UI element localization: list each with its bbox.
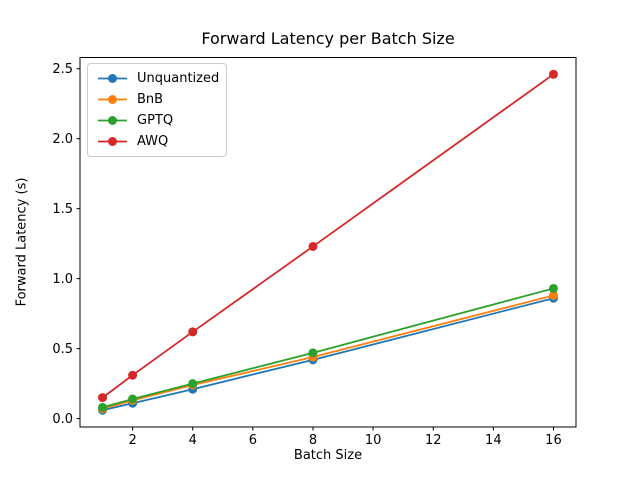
x-tick-label: 2 xyxy=(128,433,136,448)
x-tick-label: 16 xyxy=(545,433,562,448)
series-line-bnb xyxy=(101,294,555,410)
legend-line-marker-icon xyxy=(98,116,127,125)
series-line-unquantized xyxy=(101,297,555,412)
legend: Unquantized BnB GPTQ AWQ xyxy=(87,63,227,157)
legend-item-awq: AWQ xyxy=(97,131,220,152)
data-point-awq xyxy=(308,241,318,251)
legend-line-marker-icon xyxy=(98,74,127,83)
legend-line-marker-icon xyxy=(98,137,127,146)
data-point-gptq xyxy=(188,379,198,389)
y-tick-label: 0.0 xyxy=(52,412,73,427)
data-point-awq xyxy=(98,393,108,403)
data-point-gptq xyxy=(308,348,318,358)
data-point-gptq xyxy=(128,394,138,404)
y-tick-label: 1.0 xyxy=(52,272,73,287)
x-tick-label: 6 xyxy=(249,433,257,448)
x-tick-label: 14 xyxy=(485,433,502,448)
data-point-awq xyxy=(188,327,198,337)
data-point-gptq xyxy=(98,402,108,412)
y-tick-label: 1.5 xyxy=(52,202,73,217)
y-tick-label: 2.0 xyxy=(52,132,73,147)
x-tick-label: 8 xyxy=(309,433,317,448)
y-tick-label: 2.5 xyxy=(52,62,73,77)
legend-item-unquantized: Unquantized xyxy=(97,68,220,89)
legend-label: GPTQ xyxy=(137,113,174,128)
legend-item-bnb: BnB xyxy=(97,89,220,110)
legend-label: Unquantized xyxy=(137,71,220,86)
y-tick-label: 0.5 xyxy=(52,342,73,357)
x-axis-label: Batch Size xyxy=(293,448,363,463)
chart-title: Forward Latency per Batch Size xyxy=(201,29,455,48)
legend-line-marker-icon xyxy=(98,95,127,104)
plot-frame xyxy=(79,57,577,428)
x-tick-label: 4 xyxy=(189,433,197,448)
y-axis-label: Forward Latency (s) xyxy=(14,177,30,307)
legend-item-gptq: GPTQ xyxy=(97,110,220,131)
data-point-gptq xyxy=(548,283,558,293)
data-point-bnb xyxy=(548,290,558,300)
legend-label: AWQ xyxy=(137,134,169,149)
x-tick-label: 10 xyxy=(365,433,382,448)
legend-label: BnB xyxy=(137,92,164,107)
data-point-awq xyxy=(548,69,558,79)
data-point-awq xyxy=(128,370,138,380)
x-tick-label: 12 xyxy=(425,433,442,448)
